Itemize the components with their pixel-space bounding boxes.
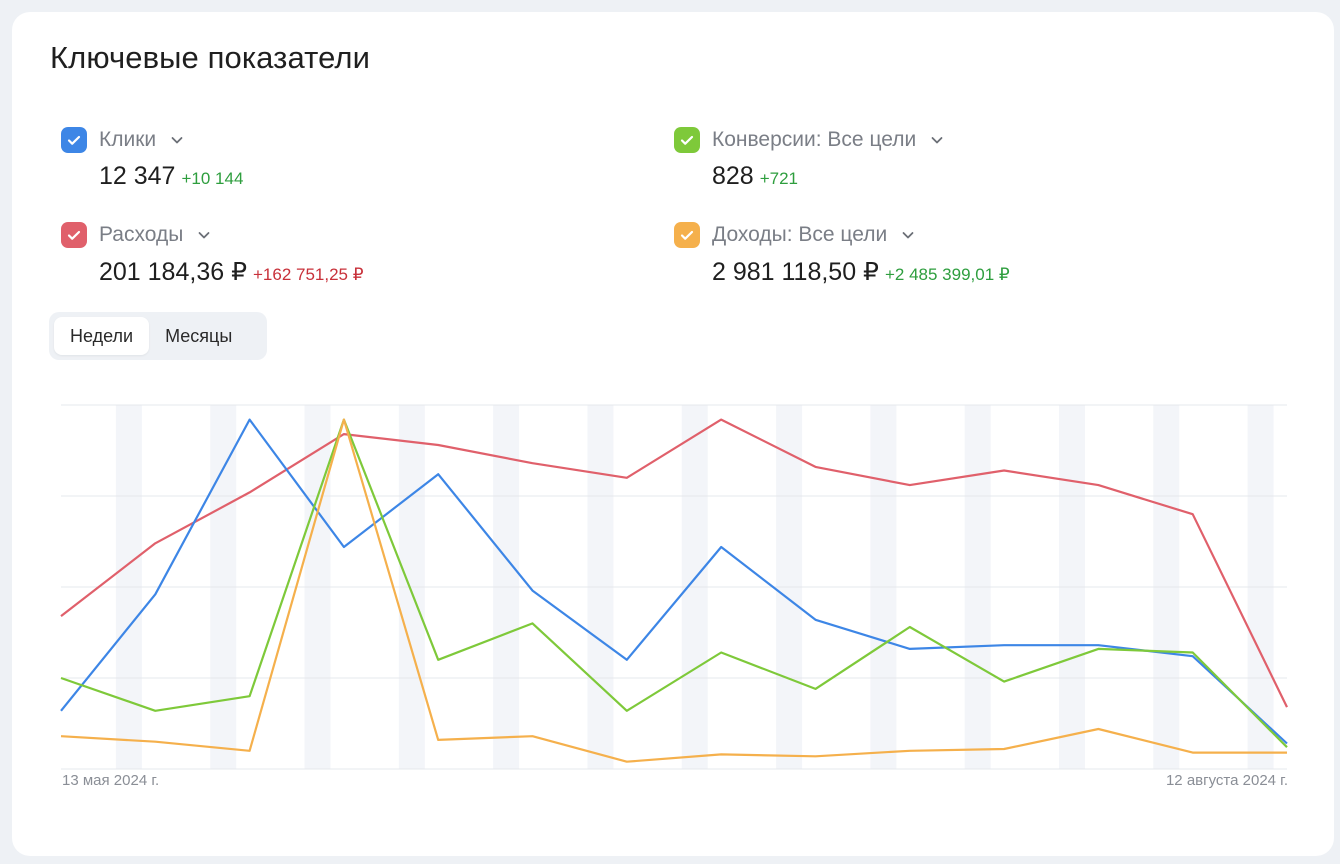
expenses-value: 201 184,36 ₽ bbox=[99, 258, 247, 286]
metric-clicks: Клики 12 347 +10 144 bbox=[61, 126, 243, 191]
toggle-months[interactable]: Месяцы bbox=[165, 325, 233, 346]
series-line-income bbox=[60, 418, 1287, 763]
clicks-checkbox[interactable] bbox=[61, 127, 87, 153]
metric-income: Доходы: Все цели 2 981 118,50 ₽ +2 485 3… bbox=[674, 221, 1010, 287]
conversions-label: Конверсии: Все цели bbox=[712, 128, 917, 151]
x-axis-start-label: 13 мая 2024 г. bbox=[62, 772, 160, 789]
conversions-checkbox[interactable] bbox=[674, 127, 700, 153]
metric-conversions: Конверсии: Все цели 828 +721 bbox=[674, 126, 944, 191]
chart-grid bbox=[61, 404, 1287, 770]
chevron-down-icon[interactable] bbox=[930, 133, 944, 147]
series-line-expenses bbox=[60, 418, 1288, 708]
toggle-weeks[interactable]: Недели bbox=[54, 317, 150, 355]
conversions-delta: +721 bbox=[759, 169, 799, 188]
x-axis-end-label: 12 августа 2024 г. bbox=[1165, 772, 1288, 789]
income-checkbox[interactable] bbox=[674, 222, 700, 248]
income-value: 2 981 118,50 ₽ bbox=[712, 258, 879, 286]
check-icon bbox=[680, 230, 694, 240]
chart-lines bbox=[60, 418, 1288, 763]
check-icon bbox=[680, 135, 694, 145]
expenses-checkbox[interactable] bbox=[61, 222, 87, 248]
income-label: Доходы: Все цели bbox=[712, 223, 888, 246]
income-delta: +2 485 399,01 ₽ bbox=[884, 265, 1010, 284]
period-toggle: Недели Месяцы bbox=[49, 312, 267, 360]
clicks-value: 12 347 bbox=[99, 162, 176, 190]
chevron-down-icon[interactable] bbox=[197, 228, 211, 242]
clicks-delta: +10 144 bbox=[181, 169, 244, 188]
check-icon bbox=[67, 135, 81, 145]
chevron-down-icon[interactable] bbox=[901, 228, 915, 242]
clicks-label: Клики bbox=[99, 128, 157, 151]
expenses-label: Расходы bbox=[99, 223, 184, 246]
chevron-down-icon[interactable] bbox=[170, 133, 184, 147]
expenses-delta: +162 751,25 ₽ bbox=[252, 265, 364, 284]
metric-expenses: Расходы 201 184,36 ₽ +162 751,25 ₽ bbox=[61, 221, 364, 287]
page-title: Ключевые показатели bbox=[50, 40, 371, 75]
series-line-clicks bbox=[60, 418, 1288, 745]
check-icon bbox=[67, 230, 81, 240]
conversions-value: 828 bbox=[712, 162, 754, 190]
series-line-conversions bbox=[60, 418, 1288, 748]
